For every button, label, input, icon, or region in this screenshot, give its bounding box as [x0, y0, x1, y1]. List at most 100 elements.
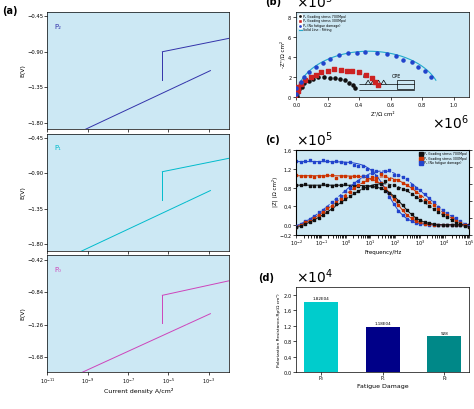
X-axis label: Frequency/Hz: Frequency/Hz: [364, 249, 401, 254]
Point: [301, 219, 309, 226]
Point: [341, 192, 349, 199]
Point: [439, 221, 447, 228]
Point: [292, 92, 299, 98]
Point: [430, 221, 438, 227]
Point: [408, 215, 415, 222]
Point: [337, 172, 345, 179]
Point: [350, 180, 358, 186]
Point: [346, 193, 353, 199]
Text: 928: 928: [440, 332, 448, 336]
Point: [456, 218, 464, 225]
Point: [328, 182, 336, 189]
Point: [408, 184, 415, 191]
Point: [390, 193, 398, 200]
Point: [355, 163, 362, 169]
Point: [456, 222, 464, 228]
Point: [426, 203, 433, 209]
Point: [399, 56, 407, 63]
Point: [368, 167, 375, 174]
Bar: [428, 336, 461, 372]
Point: [355, 182, 362, 189]
Point: [328, 172, 336, 179]
Point: [305, 68, 313, 75]
Text: 1.82E04: 1.82E04: [313, 297, 329, 301]
Point: [399, 180, 407, 186]
Point: [307, 74, 315, 81]
Point: [315, 212, 322, 218]
Point: [341, 187, 349, 194]
Text: $R_s$: $R_s$: [362, 72, 369, 81]
Point: [408, 182, 415, 188]
Point: [373, 167, 380, 174]
Point: [381, 185, 389, 191]
Point: [324, 203, 331, 210]
Text: P₂: P₂: [55, 24, 62, 30]
Point: [297, 158, 305, 165]
Point: [324, 171, 331, 178]
Point: [345, 79, 353, 86]
Point: [292, 158, 300, 164]
Point: [297, 222, 305, 229]
Point: [408, 59, 416, 65]
Point: [295, 86, 302, 92]
Point: [306, 173, 313, 179]
Point: [292, 85, 300, 92]
Point: [345, 50, 352, 57]
Point: [359, 173, 366, 180]
Point: [390, 196, 398, 202]
Point: [368, 182, 375, 189]
Point: [377, 185, 384, 192]
Point: [328, 205, 336, 212]
Point: [443, 213, 451, 220]
Y-axis label: E(V): E(V): [21, 64, 26, 77]
Point: [386, 183, 393, 189]
Point: [362, 72, 369, 79]
Point: [394, 177, 402, 183]
Point: [435, 203, 442, 210]
Point: [452, 222, 460, 228]
Point: [390, 172, 398, 178]
Point: [381, 178, 389, 185]
Point: [349, 68, 356, 74]
Point: [435, 205, 442, 212]
Point: [346, 188, 353, 195]
Point: [315, 214, 322, 221]
Point: [465, 222, 473, 228]
Point: [421, 221, 428, 227]
Point: [448, 215, 456, 221]
Point: [359, 179, 366, 185]
Point: [421, 67, 428, 74]
Text: 1.18E04: 1.18E04: [374, 322, 391, 326]
Text: P₀: P₀: [55, 267, 62, 273]
Point: [301, 157, 309, 164]
Point: [435, 209, 442, 215]
Point: [439, 222, 447, 228]
Point: [386, 190, 393, 196]
Point: [292, 223, 300, 230]
Point: [403, 181, 411, 188]
Point: [448, 222, 456, 228]
Point: [332, 196, 340, 202]
Point: [373, 182, 380, 188]
Point: [364, 177, 371, 184]
Point: [452, 222, 460, 228]
Point: [355, 182, 362, 188]
Point: [465, 222, 473, 228]
Point: [326, 56, 333, 62]
Point: [381, 188, 389, 194]
Point: [399, 186, 407, 193]
Point: [465, 222, 473, 229]
Point: [298, 83, 305, 90]
Point: [381, 184, 389, 191]
Point: [346, 159, 353, 165]
Bar: [304, 302, 338, 372]
Point: [361, 49, 369, 56]
Text: P₁: P₁: [55, 146, 62, 151]
Point: [368, 176, 375, 183]
Point: [297, 182, 305, 188]
Point: [298, 80, 305, 87]
Point: [346, 173, 353, 180]
Point: [350, 184, 358, 191]
Point: [421, 220, 428, 227]
Point: [319, 156, 327, 163]
